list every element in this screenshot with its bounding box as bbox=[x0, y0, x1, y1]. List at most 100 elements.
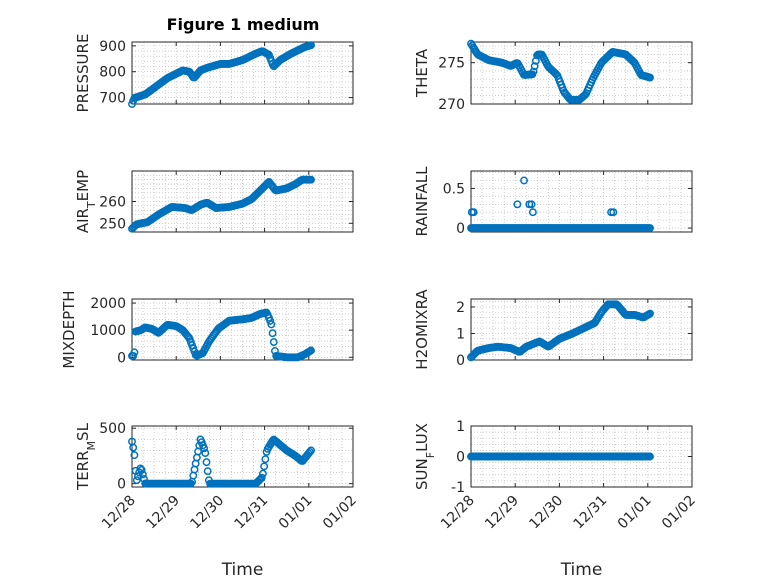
y-tick-label: 1000 bbox=[90, 323, 126, 339]
x-tick-label: 12/29 bbox=[482, 493, 522, 533]
data-point bbox=[646, 309, 654, 318]
y-tick-label: -1 bbox=[451, 480, 465, 496]
y-tick-label: 0 bbox=[456, 353, 465, 369]
data-point bbox=[129, 443, 138, 452]
data-point bbox=[520, 176, 528, 185]
x-tick-label: 01/01 bbox=[615, 493, 655, 533]
data-point bbox=[201, 449, 210, 458]
data-point bbox=[260, 462, 269, 471]
x-tick-label: 12/31 bbox=[571, 493, 611, 533]
x-axis-label: Time bbox=[221, 560, 264, 580]
x-tick-label: 12/30 bbox=[187, 493, 227, 533]
y-tick-label: 0 bbox=[117, 477, 126, 493]
y-tick-label: 0 bbox=[117, 350, 126, 366]
data-series bbox=[128, 175, 315, 233]
x-tick-label: 12/30 bbox=[526, 493, 566, 533]
data-series bbox=[467, 39, 654, 104]
subplot-2: 270 275 THETA bbox=[413, 39, 693, 113]
axes-frame bbox=[470, 41, 693, 105]
data-point bbox=[130, 451, 139, 460]
y-axis-label: PRESSURE bbox=[74, 34, 92, 113]
y-tick-label: 900 bbox=[99, 39, 126, 55]
data-point bbox=[609, 208, 618, 217]
data-point bbox=[138, 470, 147, 479]
figure-title: Figure 1 medium bbox=[167, 15, 320, 34]
data-point bbox=[646, 73, 654, 82]
subplot-4: 0 0.5 RAINFALL bbox=[413, 166, 693, 237]
data-point bbox=[200, 444, 209, 453]
x-tick-label: 12/28 bbox=[99, 493, 139, 533]
y-tick-label: 800 bbox=[99, 65, 126, 81]
data-series bbox=[467, 300, 654, 362]
y-axis-label: MIXDEPTH bbox=[60, 290, 78, 368]
data-series bbox=[128, 308, 315, 362]
data-point bbox=[528, 208, 537, 217]
y-tick-label: 700 bbox=[99, 91, 126, 107]
x-tick-label: 01/02 bbox=[659, 493, 699, 533]
y-axis-label: TERRMSL bbox=[74, 422, 98, 491]
y-tick-label: 1 bbox=[456, 326, 465, 342]
data-point bbox=[513, 200, 522, 209]
data-point bbox=[307, 346, 315, 355]
y-tick-label: 0 bbox=[456, 450, 465, 466]
data-series bbox=[467, 452, 654, 461]
x-axis-label: Time bbox=[560, 560, 603, 580]
y-tick-label: 500 bbox=[99, 421, 126, 437]
y-tick-label: 270 bbox=[438, 97, 465, 113]
x-tick-label: 12/29 bbox=[143, 493, 183, 533]
data-point bbox=[267, 320, 276, 329]
data-point bbox=[305, 447, 314, 456]
data-series bbox=[128, 41, 315, 108]
data-point bbox=[531, 56, 540, 65]
x-tick-label: 01/02 bbox=[320, 493, 360, 533]
subplot-1: 700 800 900 PRESSURE bbox=[74, 34, 354, 113]
subplot-7: 0 500 12/28 12/29 12/30 12/31 01/01 01/02 TERRMS… bbox=[74, 421, 360, 580]
axes-frame bbox=[470, 170, 693, 233]
data-point bbox=[266, 316, 275, 325]
data-point bbox=[530, 62, 539, 71]
y-tick-label: 260 bbox=[99, 195, 126, 211]
axes-frame bbox=[131, 298, 354, 361]
y-tick-label: 275 bbox=[438, 56, 465, 72]
subplot-5: 0 1000 2000 MIXDEPTH bbox=[60, 290, 354, 369]
y-axis-label: SUNFLUX bbox=[413, 423, 437, 490]
y-tick-label: 0.5 bbox=[443, 181, 465, 197]
axes-frame bbox=[131, 41, 354, 105]
y-axis-label: RAINFALL bbox=[413, 166, 431, 237]
data-point bbox=[307, 175, 315, 184]
data-point bbox=[132, 476, 141, 485]
y-axis-label: H2OMIXRA bbox=[413, 289, 431, 370]
y-axis-label: THETA bbox=[413, 48, 431, 98]
y-tick-label: 1 bbox=[456, 419, 465, 435]
y-tick-label: 250 bbox=[99, 216, 126, 232]
y-tick-label: 2000 bbox=[90, 296, 126, 312]
data-point bbox=[203, 467, 212, 476]
subplot-8: -1 0 1 12/28 12/29 12/30 12/31 01/01 01/02 SUNFLU… bbox=[413, 419, 699, 580]
axes-root: 700 800 900 PRESSURE 270 275 THETA 250 260AIRTEM… bbox=[60, 34, 699, 580]
data-point bbox=[129, 351, 138, 360]
data-point bbox=[202, 458, 211, 467]
data-point bbox=[130, 348, 139, 357]
data-point bbox=[259, 469, 267, 478]
data-point bbox=[467, 208, 476, 217]
x-tick-label: 12/28 bbox=[438, 493, 478, 533]
data-point bbox=[137, 465, 146, 474]
data-point bbox=[646, 452, 654, 461]
data-point bbox=[307, 41, 315, 50]
data-point bbox=[527, 200, 536, 209]
data-point bbox=[268, 329, 277, 338]
data-point bbox=[269, 338, 278, 347]
data-point bbox=[529, 67, 538, 76]
data-point bbox=[261, 455, 270, 464]
data-point bbox=[257, 473, 266, 482]
y-axis-label: AIRTEMP bbox=[74, 170, 98, 233]
data-series bbox=[128, 435, 315, 488]
data-point bbox=[307, 446, 315, 455]
axes-frame bbox=[470, 298, 693, 361]
data-point bbox=[646, 224, 654, 232]
y-tick-label: 0 bbox=[456, 221, 465, 237]
data-series bbox=[467, 176, 654, 232]
y-tick-label: 2 bbox=[456, 300, 465, 316]
